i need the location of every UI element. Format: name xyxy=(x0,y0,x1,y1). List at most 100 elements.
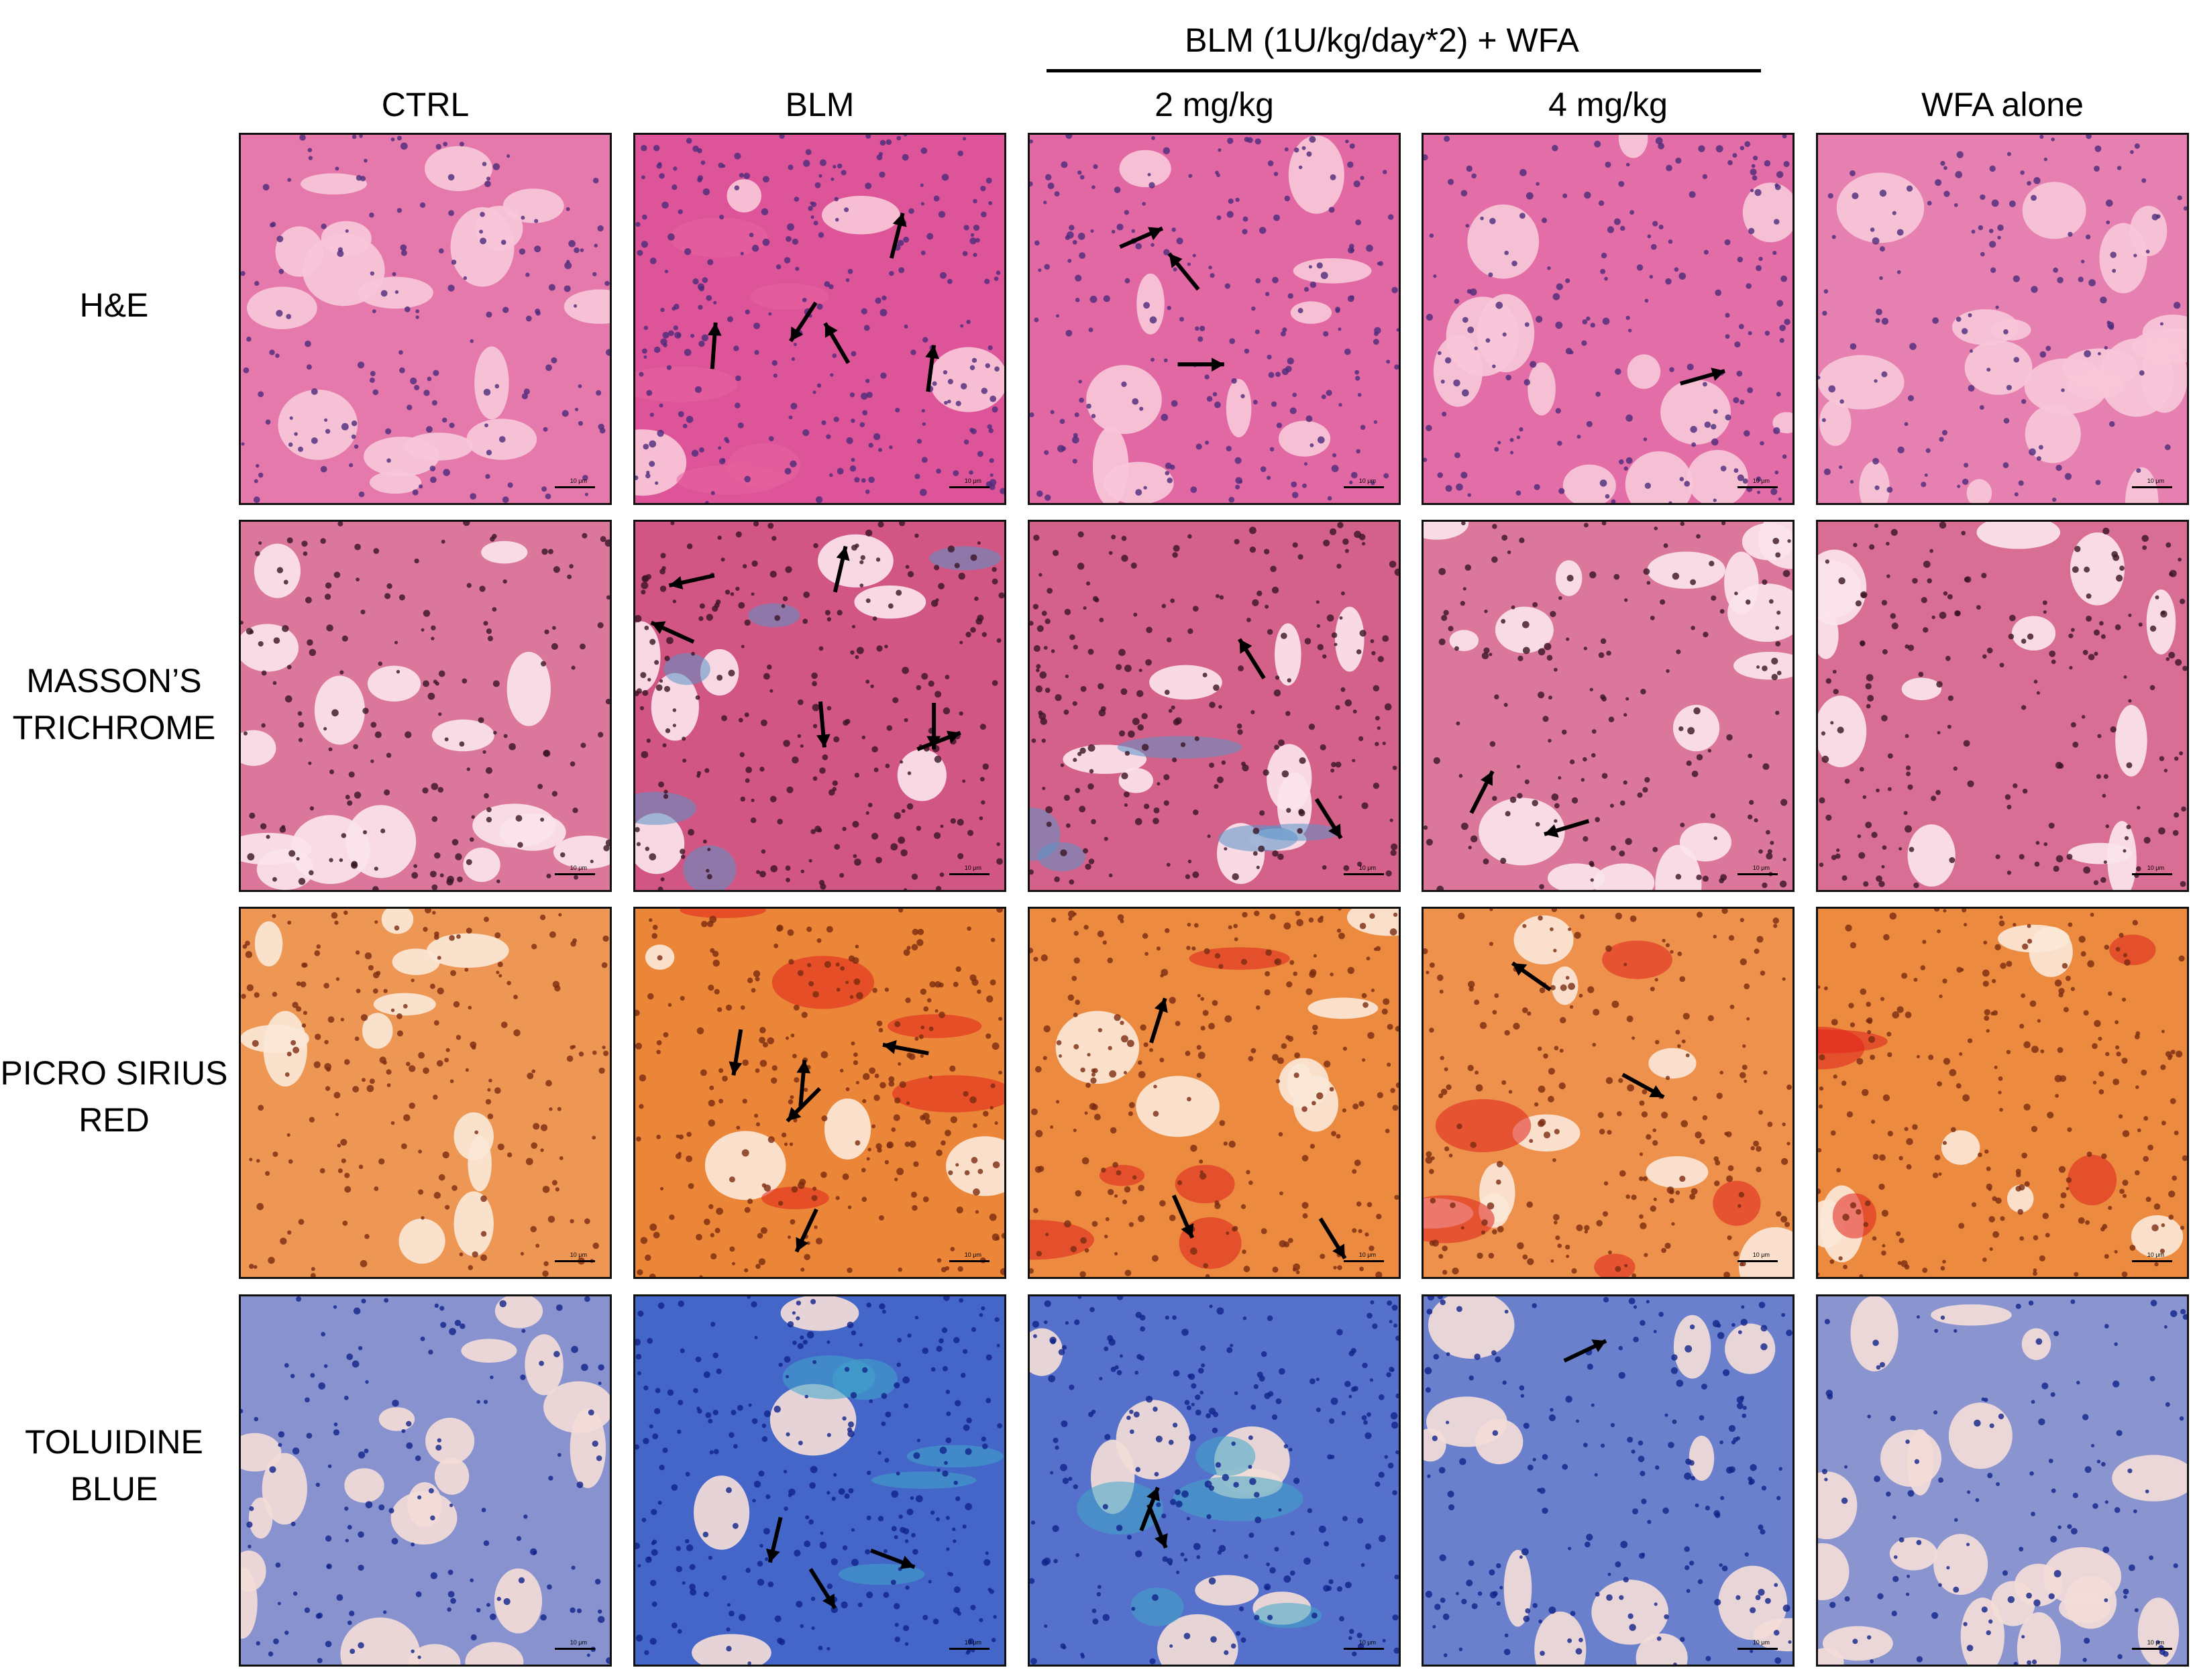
micrograph-picro-4mg: 10 μm xyxy=(1422,907,1795,1279)
alveolar-space xyxy=(407,1481,442,1528)
alveolar-space xyxy=(1055,1011,1140,1084)
alveolar-space xyxy=(301,173,367,195)
alveolar-space xyxy=(1136,273,1165,335)
alveolar-space xyxy=(404,433,474,461)
alveolar-space xyxy=(1226,379,1252,438)
alveolar-space xyxy=(1647,551,1726,589)
arrow-head xyxy=(669,576,684,590)
stain-patch xyxy=(1175,1164,1235,1204)
alveolar-space xyxy=(1103,461,1174,503)
alveolar-space xyxy=(1901,677,1941,701)
arrow-head xyxy=(925,345,940,359)
alveolar-space xyxy=(2112,1455,2187,1502)
alveolar-space xyxy=(1673,1314,1711,1379)
row-label-line: H&E xyxy=(79,286,149,324)
scale-bar xyxy=(949,873,989,875)
alveolar-space xyxy=(1547,863,1605,890)
scale-bar-label: 10 μm xyxy=(964,1639,981,1646)
alveolar-space xyxy=(1966,479,1992,503)
scale-bar-label: 10 μm xyxy=(1358,478,1376,484)
stain-patch xyxy=(680,909,766,918)
stain-patch xyxy=(1130,1587,1184,1626)
alveolar-space xyxy=(1562,464,1616,503)
alveolar-space xyxy=(381,909,414,934)
row-label-line: BLUE xyxy=(70,1470,158,1508)
alveolar-space xyxy=(426,933,509,968)
alveolar-space xyxy=(1725,1323,1776,1374)
alveolar-space xyxy=(2146,589,2176,655)
stain-patch xyxy=(635,791,696,826)
alveolar-space xyxy=(461,1339,517,1363)
alveolar-space xyxy=(854,585,926,619)
alveolar-space xyxy=(431,719,494,752)
alveolar-space xyxy=(1822,1626,1893,1661)
alveolar-space xyxy=(1136,1076,1220,1137)
alveolar-space xyxy=(1859,461,1890,503)
alveolar-space xyxy=(1948,1402,2013,1469)
alveolar-space xyxy=(945,1136,1004,1196)
stain-patch xyxy=(1713,1180,1761,1226)
alveolar-space xyxy=(929,347,1004,412)
alveolar-space xyxy=(1625,451,1693,503)
arrow-head xyxy=(1154,998,1168,1013)
scale-bar xyxy=(555,486,595,488)
scale-bar xyxy=(1737,1260,1778,1262)
stain-patch xyxy=(1077,1481,1163,1535)
arrow-head xyxy=(1239,639,1252,654)
alveolar-space xyxy=(425,1418,475,1465)
alveolar-space xyxy=(241,1550,266,1592)
arrow-head xyxy=(787,1107,802,1121)
alveolar-space xyxy=(525,1334,564,1396)
arrow-head xyxy=(1512,963,1528,976)
alveolar-space xyxy=(1998,924,2070,953)
alveolar-space xyxy=(1991,1581,2035,1626)
alveolar-space xyxy=(2011,616,2056,651)
alveolar-space xyxy=(275,226,323,277)
arrow-head xyxy=(836,546,850,561)
scale-bar-label: 10 μm xyxy=(964,1251,981,1258)
arrow-head xyxy=(1148,227,1163,241)
scale-bar xyxy=(2132,873,2172,875)
scale-bar xyxy=(949,1648,989,1650)
alveolar-space xyxy=(1818,355,1905,410)
tissue-section xyxy=(1424,909,1793,1277)
stain-patch xyxy=(771,956,875,1009)
alveolar-space xyxy=(434,1457,470,1495)
column-header-blm: BLM xyxy=(785,86,855,123)
alveolar-space xyxy=(1275,623,1301,686)
arrow-head xyxy=(765,1548,780,1563)
alveolar-space xyxy=(1742,522,1793,561)
alveolar-space xyxy=(2137,1598,2180,1665)
micrograph-toluidine-4mg: 10 μm xyxy=(1422,1294,1795,1667)
alveolar-space xyxy=(494,1296,543,1329)
alveolar-space xyxy=(246,286,317,329)
stain-patch xyxy=(1189,947,1290,970)
column-header-wfa-alone: WFA alone xyxy=(1921,86,2084,123)
alveolar-space xyxy=(1086,365,1162,435)
tissue-section xyxy=(241,522,610,890)
alveolar-space xyxy=(1679,823,1731,862)
alveolar-space xyxy=(1889,1537,1938,1571)
alveolar-space xyxy=(2099,223,2147,294)
tissue-section xyxy=(1030,909,1399,1277)
alveolar-space xyxy=(1818,549,1867,626)
alveolar-space xyxy=(362,1013,393,1049)
alveolar-space xyxy=(340,1617,421,1665)
alveolar-space xyxy=(1528,362,1556,416)
alveolar-space xyxy=(2043,1547,2122,1606)
alveolar-space xyxy=(1424,522,1469,540)
alveolar-space xyxy=(1907,824,1956,887)
alveolar-space xyxy=(472,803,556,848)
alveolar-space xyxy=(897,749,947,801)
arrow-head xyxy=(824,323,838,338)
stain-patch xyxy=(1254,1603,1322,1628)
arrow-head xyxy=(892,213,907,227)
tissue-section xyxy=(241,909,610,1277)
alveolar-space xyxy=(1660,380,1731,445)
stain-patch xyxy=(892,1075,1004,1113)
alveolar-space xyxy=(1278,421,1331,457)
alveolar-space xyxy=(704,1131,786,1200)
tissue-section xyxy=(635,909,1004,1277)
alveolar-space xyxy=(1118,767,1153,793)
alveolar-space xyxy=(1534,1611,1587,1665)
